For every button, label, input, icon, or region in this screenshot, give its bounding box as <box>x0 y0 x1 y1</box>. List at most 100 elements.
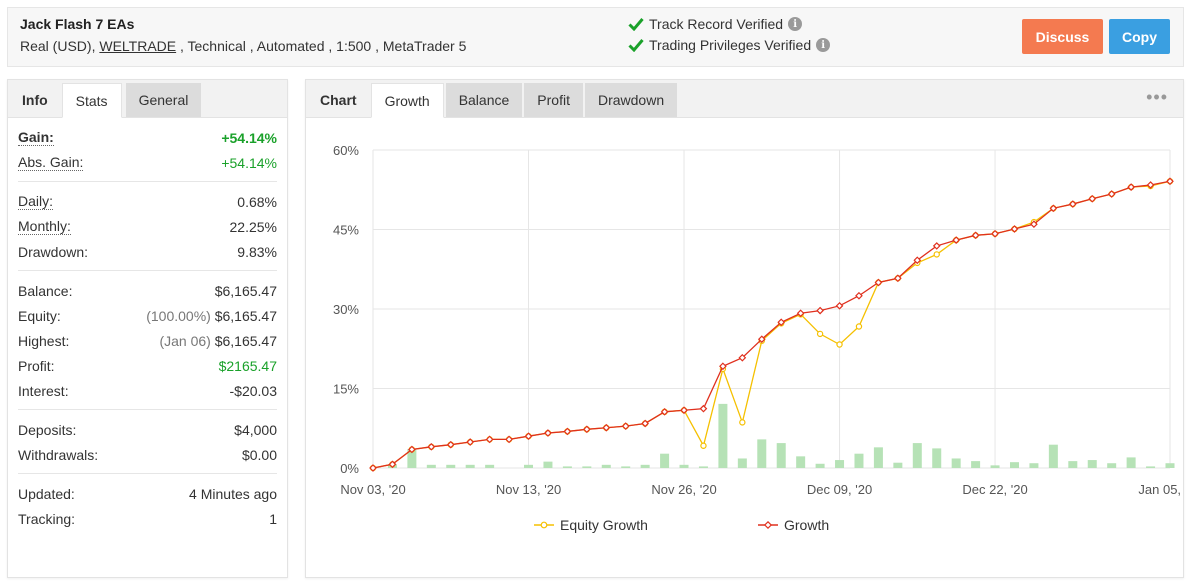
trading-privileges-label: Trading Privileges Verified <box>649 37 812 53</box>
growth-point <box>1049 204 1058 213</box>
discuss-button[interactable]: Discuss <box>1022 19 1103 54</box>
growth-point <box>427 442 436 451</box>
legend-growth[interactable]: Growth <box>784 517 829 533</box>
daily-bar <box>835 460 845 468</box>
updated-value: 4 Minutes ago <box>189 485 277 502</box>
tab-info[interactable]: Info <box>22 92 48 108</box>
profit-label: Profit: <box>18 357 55 374</box>
daily-bar <box>582 466 592 468</box>
abs-gain-value: +54.14% <box>221 154 277 171</box>
account-name: Jack Flash 7 EAs <box>20 16 135 32</box>
stats-panel: Info Stats General Gain: +54.14% Abs. Ga… <box>7 79 288 578</box>
daily-bar <box>524 464 534 468</box>
tab-balance[interactable]: Balance <box>445 83 523 117</box>
stats-group-balance: Balance: $6,165.47 Equity: (100.00%) $6,… <box>18 271 277 410</box>
gain-value: +54.14% <box>221 129 277 146</box>
daily-bar <box>1165 463 1175 468</box>
highest-date: (Jan 06) <box>159 332 211 349</box>
broker-link[interactable]: WELTRADE <box>99 38 177 54</box>
x-tick-label: Nov 26, '20 <box>651 482 716 497</box>
daily-bar <box>698 466 708 468</box>
check-icon <box>628 18 644 31</box>
interest-label: Interest: <box>18 382 69 399</box>
daily-bar <box>601 464 611 468</box>
profit-value: $2165.47 <box>218 357 277 374</box>
account-header: Jack Flash 7 EAs Real (USD), WELTRADE , … <box>7 7 1184 67</box>
tab-stats[interactable]: Stats <box>61 83 122 118</box>
abs-gain-label[interactable]: Abs. Gain: <box>18 154 84 171</box>
stats-group-gain: Gain: +54.14% Abs. Gain: +54.14% <box>18 118 277 182</box>
growth-point <box>524 432 533 441</box>
legend-equity-growth[interactable]: Equity Growth <box>560 517 648 533</box>
growth-point <box>971 231 980 240</box>
x-tick-label: Nov 03, '20 <box>340 482 405 497</box>
growth-point <box>563 427 572 436</box>
daily-bar <box>912 443 922 468</box>
daily-bar <box>1087 460 1097 468</box>
equity-growth-point <box>933 251 940 258</box>
daily-value: 0.68% <box>237 193 277 210</box>
equity-growth-point <box>855 323 863 330</box>
info-icon[interactable]: i <box>816 38 831 52</box>
growth-point <box>582 425 591 434</box>
daily-bar <box>737 458 747 468</box>
equity-growth-point <box>836 341 843 348</box>
monthly-label[interactable]: Monthly: <box>18 218 71 235</box>
growth-point <box>466 438 475 446</box>
legend-swatch-marker <box>540 521 548 529</box>
stat-row-monthly: Monthly: 22.25% <box>18 214 277 239</box>
stats-group-deposits: Deposits: $4,000 Withdrawals: $0.00 <box>18 410 277 474</box>
growth-point <box>874 278 883 287</box>
copy-button[interactable]: Copy <box>1109 19 1170 54</box>
growth-point <box>544 429 552 437</box>
tab-chart[interactable]: Chart <box>320 92 357 108</box>
stats-group-updated: Updated: 4 Minutes ago Tracking: 1 <box>18 474 277 537</box>
chart-tabs: Chart Growth Balance Profit Drawdown <box>306 80 1183 118</box>
growth-point <box>602 423 611 432</box>
growth-point <box>621 422 630 430</box>
daily-bar <box>446 464 456 468</box>
tab-growth[interactable]: Growth <box>370 83 444 118</box>
growth-point <box>660 407 669 416</box>
growth-point <box>816 306 824 315</box>
growth-point <box>505 435 513 444</box>
deposits-label: Deposits: <box>18 421 77 438</box>
growth-point <box>1010 225 1019 233</box>
daily-bar <box>757 439 767 468</box>
balance-value: $6,165.47 <box>214 282 277 299</box>
daily-label[interactable]: Daily: <box>18 193 54 210</box>
tracking-value: 1 <box>269 510 277 527</box>
highest-label: Highest: <box>18 332 70 349</box>
stat-row-profit: Profit: $2165.47 <box>18 353 277 378</box>
daily-bar <box>815 463 825 468</box>
gain-label[interactable]: Gain: <box>18 129 54 146</box>
equity-amount: $6,165.47 <box>214 307 277 324</box>
x-tick-label: Dec 09, '20 <box>807 482 872 497</box>
tab-profit[interactable]: Profit <box>524 83 583 117</box>
growth-point <box>796 309 805 318</box>
daily-bar <box>660 453 670 468</box>
info-icon[interactable]: i <box>788 17 803 31</box>
daily-bar <box>485 464 495 468</box>
growth-point <box>641 419 649 428</box>
chart-panel: Chart Growth Balance Profit Drawdown •••… <box>305 79 1184 578</box>
stat-row-daily: Daily: 0.68% <box>18 189 277 214</box>
daily-bar <box>426 464 436 468</box>
highest-value: (Jan 06) $6,165.47 <box>159 333 277 349</box>
legend-swatch-marker <box>763 520 773 530</box>
stats-group-rates: Daily: 0.68% Monthly: 22.25% Drawdown: 9… <box>18 182 277 271</box>
highest-amount: $6,165.47 <box>214 332 277 349</box>
updated-label: Updated: <box>18 485 75 502</box>
x-tick-label: Dec 22, '20 <box>962 482 1027 497</box>
growth-point <box>894 274 902 283</box>
tab-drawdown[interactable]: Drawdown <box>584 83 678 117</box>
equity-growth-point <box>816 330 824 338</box>
daily-bar <box>854 453 864 468</box>
account-meta-suffix: , Technical , Automated , 1:500 , MetaTr… <box>176 38 467 54</box>
more-options-icon[interactable]: ••• <box>1146 87 1168 107</box>
stats-list: Gain: +54.14% Abs. Gain: +54.14% Daily: … <box>8 118 287 537</box>
daily-bar <box>1029 463 1039 468</box>
daily-bar <box>1068 461 1078 468</box>
growth-line <box>372 180 1171 469</box>
tab-general[interactable]: General <box>125 83 202 117</box>
